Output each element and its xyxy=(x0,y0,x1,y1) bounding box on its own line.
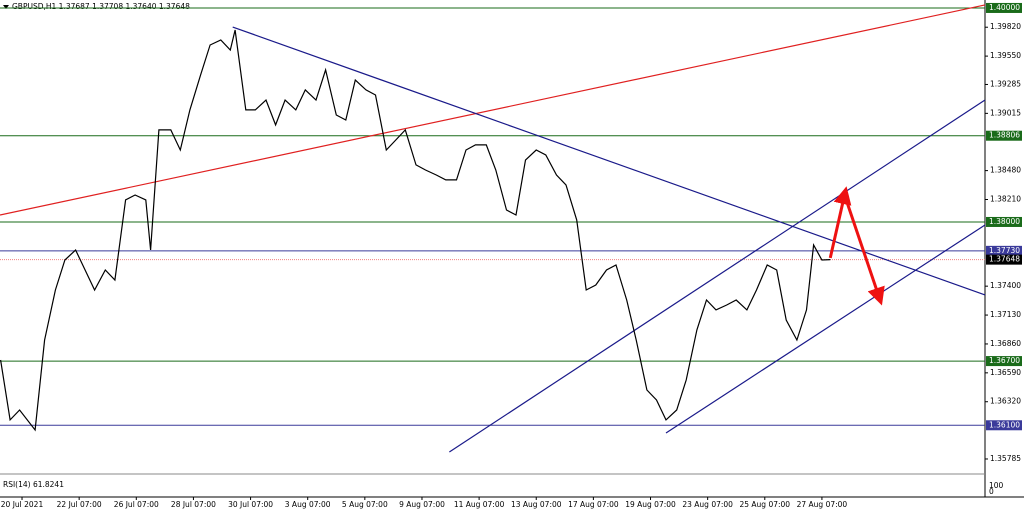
trendline xyxy=(665,224,986,434)
chart-title: GBPUSD,H1 1.37687 1.37708 1.37640 1.3764… xyxy=(12,2,190,11)
y-tick-label: 1.35785 xyxy=(990,454,1021,463)
forecast-arrow xyxy=(828,186,852,259)
x-tick-label: 17 Aug 07:00 xyxy=(568,500,619,509)
x-tick-label: 5 Aug 07:00 xyxy=(342,500,388,509)
x-tick-label: 11 Aug 07:00 xyxy=(454,500,505,509)
symbol-icon xyxy=(3,5,9,9)
y-tick-label: 1.36860 xyxy=(990,339,1021,348)
indicator-tick: 100 xyxy=(989,481,1004,490)
trendline xyxy=(449,99,986,453)
x-tick-label: 28 Jul 07:00 xyxy=(171,500,216,509)
level-label: 1.38806 xyxy=(989,131,1020,140)
level-label: 1.36700 xyxy=(989,356,1020,365)
y-tick-label: 1.39285 xyxy=(990,79,1021,88)
level-box xyxy=(986,216,1022,227)
y-tick-label: 1.39550 xyxy=(990,51,1021,60)
level-box xyxy=(986,356,1022,367)
x-tick-label: 26 Jul 07:00 xyxy=(114,500,159,509)
x-tick-label: 20 Jul 2021 xyxy=(1,500,44,509)
trendline xyxy=(232,26,986,296)
x-tick-label: 30 Jul 07:00 xyxy=(228,500,273,509)
x-tick-label: 22 Jul 07:00 xyxy=(57,500,102,509)
x-tick-label: 23 Aug 07:00 xyxy=(682,500,733,509)
level-box xyxy=(986,2,1022,13)
level-label: 1.36100 xyxy=(989,420,1020,429)
level-label: 1.40000 xyxy=(989,3,1020,12)
y-tick-label: 1.37400 xyxy=(990,281,1021,290)
x-tick-label: 3 Aug 07:00 xyxy=(285,500,331,509)
x-tick-label: 27 Aug 07:00 xyxy=(797,500,848,509)
trendline xyxy=(0,4,986,216)
level-label: 1.37648 xyxy=(989,255,1020,264)
y-tick-label: 1.38210 xyxy=(990,194,1021,203)
level-box xyxy=(986,254,1022,265)
x-tick-label: 25 Aug 07:00 xyxy=(739,500,790,509)
y-tick-label: 1.36590 xyxy=(990,368,1021,377)
price-line xyxy=(0,29,831,432)
forecast-arrow xyxy=(843,194,885,306)
y-tick-label: 1.37130 xyxy=(990,310,1021,319)
indicator-label: RSI(14) 61.8241 xyxy=(3,480,64,489)
y-tick-label: 1.38480 xyxy=(990,166,1021,175)
level-box xyxy=(986,420,1022,431)
indicator-tick: 0 xyxy=(989,487,994,496)
level-box xyxy=(986,245,1022,256)
y-tick-label: 1.36320 xyxy=(990,397,1021,406)
level-label: 1.37730 xyxy=(989,246,1020,255)
level-label: 1.38000 xyxy=(989,217,1020,226)
x-tick-label: 13 Aug 07:00 xyxy=(511,500,562,509)
y-tick-label: 1.39820 xyxy=(990,22,1021,31)
x-tick-label: 19 Aug 07:00 xyxy=(625,500,676,509)
level-box xyxy=(986,130,1022,141)
x-tick-label: 9 Aug 07:00 xyxy=(399,500,445,509)
y-tick-label: 1.39015 xyxy=(990,108,1021,117)
